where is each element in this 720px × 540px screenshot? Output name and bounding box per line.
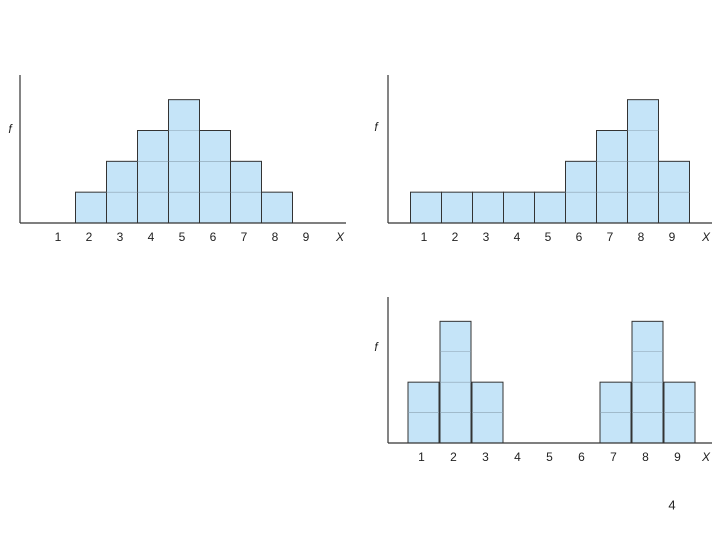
x-tick-label: 6 — [210, 230, 217, 244]
x-tick-label: 3 — [483, 230, 490, 244]
x-tick-label: 1 — [418, 450, 425, 464]
y-axis-label: f — [8, 122, 13, 136]
histogram: 1 2 3 4 5 6 7 8 9 f X — [8, 75, 346, 244]
histogram: 1 2 3 4 5 6 7 8 9 f X — [374, 75, 712, 244]
x-tick-label: 2 — [450, 450, 457, 464]
x-tick-label: 8 — [638, 230, 645, 244]
x-tick-label: 7 — [610, 450, 617, 464]
x-tick-label: 2 — [452, 230, 459, 244]
x-tick-label: 8 — [642, 450, 649, 464]
x-tick-label: 4 — [148, 230, 155, 244]
bar — [596, 130, 628, 224]
x-tick-label: 5 — [545, 230, 552, 244]
x-tick-label: 5 — [179, 230, 186, 244]
y-axis-label: f — [374, 340, 379, 354]
x-tick-label: 7 — [241, 230, 248, 244]
x-tick-label: 4 — [514, 230, 521, 244]
x-tick-label: 9 — [303, 230, 310, 244]
bar — [503, 191, 535, 224]
x-axis-label: X — [701, 230, 711, 244]
x-tick-label: 9 — [674, 450, 681, 464]
histogram: 1 2 3 4 5 6 7 8 9 f X — [374, 297, 712, 464]
x-tick-label: 1 — [421, 230, 428, 244]
y-axis-label: f — [374, 120, 379, 134]
bar — [137, 130, 169, 224]
x-tick-label: 8 — [272, 230, 279, 244]
bar — [534, 191, 566, 224]
x-tick-label: 4 — [514, 450, 521, 464]
bar — [261, 191, 293, 224]
x-tick-label: 3 — [117, 230, 124, 244]
x-tick-label: 7 — [607, 230, 614, 244]
x-axis-label: X — [701, 450, 711, 464]
bar — [199, 130, 231, 224]
page-number: 4 — [668, 497, 675, 512]
bar — [75, 191, 107, 224]
x-axis-label: X — [335, 230, 345, 244]
x-tick-label: 6 — [578, 450, 585, 464]
bar — [410, 191, 442, 224]
x-tick-label: 6 — [576, 230, 583, 244]
x-tick-label: 2 — [86, 230, 93, 244]
x-tick-label: 3 — [482, 450, 489, 464]
bar — [441, 191, 473, 224]
bar — [472, 191, 504, 224]
x-tick-label: 9 — [669, 230, 676, 244]
x-tick-label: 5 — [546, 450, 553, 464]
x-tick-label: 1 — [55, 230, 62, 244]
